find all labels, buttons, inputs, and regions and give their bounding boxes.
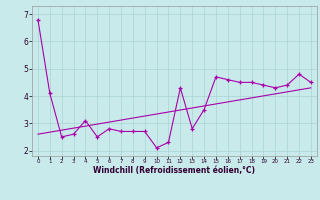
X-axis label: Windchill (Refroidissement éolien,°C): Windchill (Refroidissement éolien,°C) [93, 166, 255, 175]
